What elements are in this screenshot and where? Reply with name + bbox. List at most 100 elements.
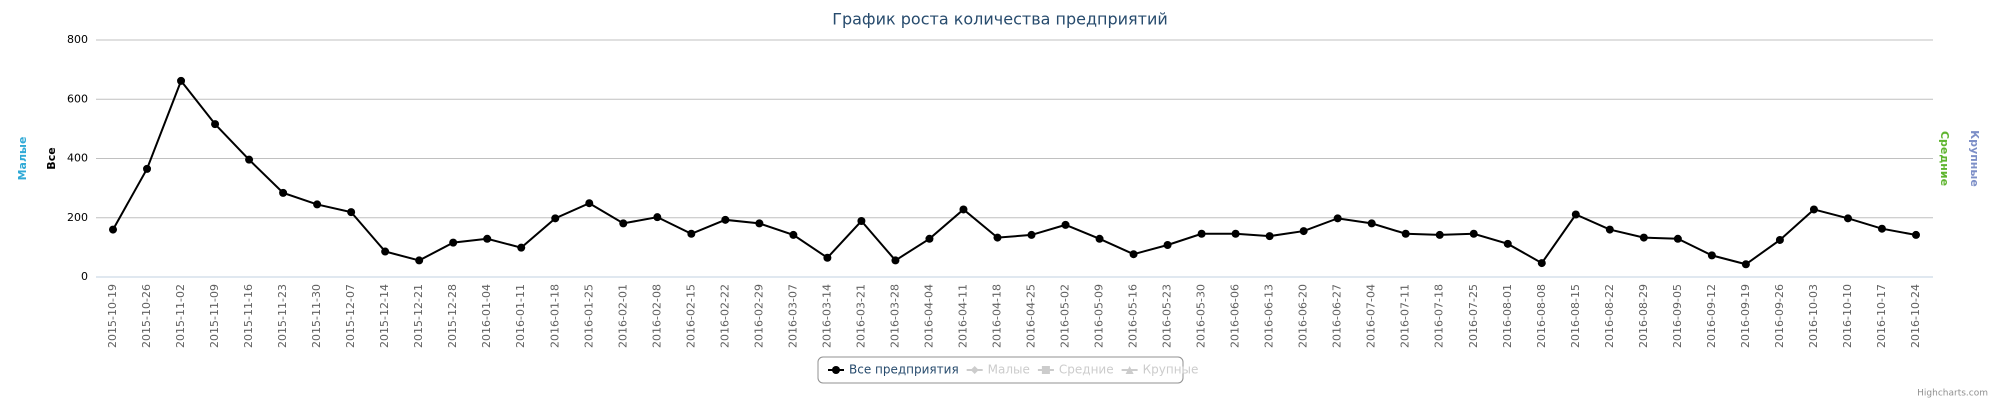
marker — [1095, 234, 1104, 243]
marker — [1503, 239, 1512, 248]
x-tick-label: 2016-06-13 — [1263, 284, 1276, 348]
marker — [415, 256, 424, 265]
axis-title: Все — [45, 147, 58, 169]
marker — [959, 205, 968, 214]
marker — [1163, 241, 1172, 250]
marker — [177, 76, 186, 85]
x-tick-label: 2016-05-02 — [1059, 284, 1072, 348]
x-tick-label: 2016-01-25 — [582, 284, 595, 348]
legend-symbol — [832, 366, 840, 374]
marker — [245, 155, 254, 164]
marker — [109, 225, 118, 234]
marker — [925, 234, 934, 243]
x-tick-label: 2016-08-29 — [1637, 284, 1650, 348]
marker — [1061, 220, 1070, 229]
marker — [517, 243, 526, 252]
x-tick-label: 2016-08-22 — [1603, 284, 1616, 348]
marker — [1129, 250, 1138, 259]
marker — [143, 164, 152, 173]
x-tick-label: 2016-05-23 — [1161, 284, 1174, 348]
marker — [347, 208, 356, 217]
legend-label[interactable]: Малые — [988, 363, 1030, 377]
y-tick-label: 600 — [67, 92, 88, 105]
y-tick-label: 800 — [67, 33, 88, 46]
y-tick-label: 0 — [81, 270, 88, 283]
marker — [483, 234, 492, 243]
x-tick-label: 2016-07-11 — [1399, 284, 1412, 348]
x-tick-label: 2016-03-07 — [786, 284, 799, 348]
x-tick-label: 2016-06-20 — [1297, 284, 1310, 348]
legend-symbol — [1125, 366, 1134, 374]
y-tick-label: 400 — [67, 152, 88, 165]
x-tick-label: 2015-12-21 — [412, 284, 425, 348]
x-tick-label: 2016-02-08 — [650, 284, 663, 348]
marker — [1027, 230, 1036, 239]
marker — [449, 238, 458, 247]
x-tick-label: 2015-12-07 — [344, 284, 357, 348]
x-tick-label: 2015-11-09 — [208, 284, 221, 348]
x-tick-label: 2016-07-04 — [1365, 284, 1378, 348]
marker — [993, 233, 1002, 242]
x-tick-label: 2016-01-18 — [548, 284, 561, 348]
marker — [381, 247, 390, 256]
legend-label[interactable]: Средние — [1059, 363, 1114, 377]
x-tick-label: 2016-02-01 — [616, 284, 629, 348]
x-tick-label: 2016-06-06 — [1229, 284, 1242, 348]
marker — [1537, 259, 1546, 268]
marker — [789, 230, 798, 239]
x-tick-label: 2016-08-15 — [1569, 284, 1582, 348]
x-tick-label: 2016-09-19 — [1739, 284, 1752, 348]
marker — [1673, 234, 1682, 243]
marker — [1605, 225, 1614, 234]
marker — [1775, 235, 1784, 244]
marker — [755, 219, 764, 228]
x-tick-label: 2016-03-14 — [820, 284, 833, 348]
axis-title: Средние — [1938, 131, 1951, 186]
y-tick-label: 200 — [67, 211, 88, 224]
x-tick-label: 2016-10-24 — [1909, 284, 1922, 348]
x-tick-label: 2016-05-16 — [1127, 284, 1140, 348]
x-tick-label: 2016-09-12 — [1705, 284, 1718, 348]
x-tick-label: 2016-08-01 — [1501, 284, 1514, 348]
x-tick-label: 2016-04-18 — [990, 284, 1003, 348]
chart-title: График роста количества предприятий — [832, 10, 1168, 29]
x-tick-label: 2016-03-28 — [888, 284, 901, 348]
axis-title: Малые — [16, 137, 29, 181]
marker — [1265, 232, 1274, 241]
marker — [1571, 210, 1580, 219]
marker — [857, 217, 866, 226]
marker — [653, 213, 662, 222]
x-tick-label: 2016-02-15 — [684, 284, 697, 348]
axis-title: Крупные — [1968, 130, 1981, 187]
x-tick-label: 2016-06-27 — [1331, 284, 1344, 348]
marker — [1401, 229, 1410, 238]
x-tick-label: 2016-04-11 — [956, 284, 969, 348]
marker — [1435, 230, 1444, 239]
legend-label[interactable]: Все предприятия — [849, 363, 959, 377]
marker — [1707, 251, 1716, 260]
marker — [279, 188, 288, 197]
x-tick-label: 2015-11-16 — [242, 284, 255, 348]
x-tick-label: 2016-02-22 — [718, 284, 731, 348]
marker — [551, 214, 560, 223]
x-tick-label: 2015-11-02 — [174, 284, 187, 348]
x-tick-label: 2016-04-04 — [922, 284, 935, 348]
legend-label[interactable]: Крупные — [1143, 363, 1199, 377]
marker — [1469, 229, 1478, 238]
x-tick-label: 2016-01-11 — [514, 284, 527, 348]
marker — [1843, 214, 1852, 223]
marker — [721, 215, 730, 224]
marker — [687, 229, 696, 238]
x-tick-label: 2016-03-21 — [854, 284, 867, 348]
x-tick-label: 2016-08-08 — [1535, 284, 1548, 348]
marker — [1367, 219, 1376, 228]
x-tick-label: 2015-12-28 — [446, 284, 459, 348]
marker — [1809, 205, 1818, 214]
x-tick-label: 2016-04-25 — [1025, 284, 1038, 348]
x-tick-label: 2016-10-03 — [1807, 284, 1820, 348]
x-tick-label: 2015-11-30 — [310, 284, 323, 348]
marker — [1639, 233, 1648, 242]
credit[interactable]: Highcharts.com — [1917, 389, 1988, 399]
legend-symbol — [970, 366, 979, 374]
